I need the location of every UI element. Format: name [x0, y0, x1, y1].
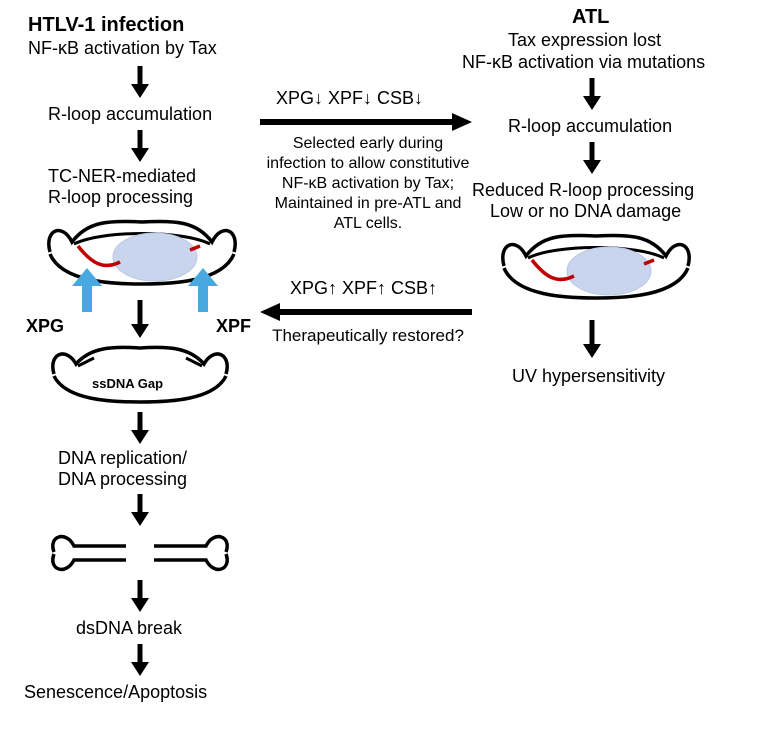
rloop-diagram-right	[486, 226, 706, 316]
ssdna-gap-label: ssDNA Gap	[92, 376, 163, 391]
left-step2b: R-loop processing	[48, 187, 193, 208]
left-heading: HTLV-1 infection	[28, 14, 184, 36]
left-step2a: TC-NER-mediated	[48, 166, 196, 187]
left-sub1: NF-κB activation by Tax	[28, 38, 217, 59]
right-heading: ATL	[572, 6, 609, 29]
left-step3a: DNA replication/	[58, 448, 187, 469]
middle-top-line5: ATL cells.	[258, 214, 478, 234]
middle-bottom-line: Therapeutically restored?	[258, 326, 478, 346]
xpf-label: XPF	[216, 316, 251, 337]
middle-top-text: Selected early during infection to allow…	[258, 134, 478, 234]
arrow-right-icon	[256, 110, 476, 134]
middle-top-line3: NF-κB activation by Tax;	[258, 174, 478, 194]
arrow-down-icon	[580, 76, 604, 112]
arrow-down-icon	[128, 64, 152, 100]
right-sub2: NF-κB activation via mutations	[462, 52, 705, 73]
arrow-down-icon	[128, 492, 152, 528]
left-step5: Senescence/Apoptosis	[24, 682, 207, 703]
arrow-down-icon	[128, 128, 152, 164]
right-step3: UV hypersensitivity	[512, 366, 665, 387]
middle-top-line1: Selected early during	[258, 134, 478, 154]
middle-top-line4: Maintained in pre-ATL and	[258, 194, 478, 214]
ssdna-gap-diagram	[40, 340, 240, 410]
arrow-down-icon	[128, 642, 152, 678]
middle-top-factors: XPG↓ XPF↓ CSB↓	[276, 88, 423, 109]
dsdna-break-diagram	[40, 528, 240, 578]
arrow-down-icon	[128, 578, 152, 614]
left-step1: R-loop accumulation	[48, 104, 212, 125]
right-sub1: Tax expression lost	[508, 30, 661, 51]
arrow-down-icon	[580, 140, 604, 176]
arrow-down-icon	[128, 298, 152, 340]
left-step3b: DNA processing	[58, 469, 187, 490]
middle-top-line2: infection to allow constitutive	[258, 154, 478, 174]
middle-bottom-factors: XPG↑ XPF↑ CSB↑	[290, 278, 437, 299]
arrow-down-icon	[580, 318, 604, 360]
left-step4: dsDNA break	[76, 618, 182, 639]
right-step2a: Reduced R-loop processing	[472, 180, 694, 201]
right-step1: R-loop accumulation	[508, 116, 672, 137]
xpg-label: XPG	[26, 316, 64, 337]
arrow-down-icon	[128, 410, 152, 446]
arrow-left-icon	[256, 300, 476, 324]
right-step2b: Low or no DNA damage	[490, 201, 681, 222]
